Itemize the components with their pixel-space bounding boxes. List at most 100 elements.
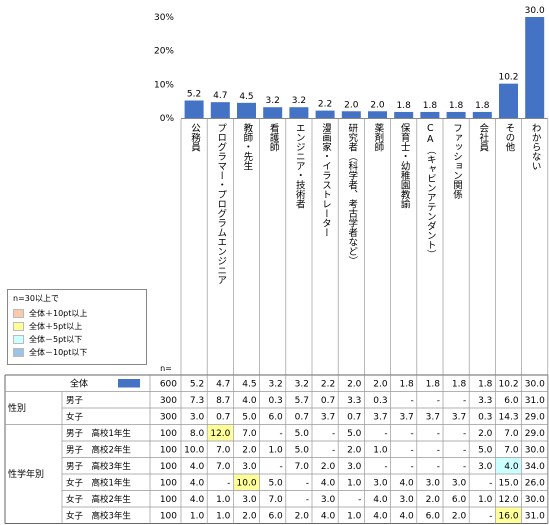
table-cell: 12.0 xyxy=(499,495,519,505)
group-label: 性学年別 xyxy=(8,468,44,480)
category-label: 漫画家・イラストレーター xyxy=(320,123,331,237)
table-cell: 1.0 xyxy=(373,446,388,456)
row-label: 女子 高校1年生 xyxy=(66,478,131,489)
table-cell: - xyxy=(384,462,387,472)
table-cell: 0.3 xyxy=(373,396,387,406)
table-cell: 3.7 xyxy=(373,413,387,423)
table-cell: 2.0 xyxy=(321,462,336,472)
table-cell: 3.7 xyxy=(321,413,335,423)
legend-title: n=30以上で xyxy=(13,294,59,303)
category-label: 研究者（科学者、考古学者など） xyxy=(346,123,358,266)
table-cell: 1.8 xyxy=(478,380,493,390)
legend-swatch xyxy=(13,335,24,344)
table-cell: 31.0 xyxy=(525,396,545,406)
bar xyxy=(341,111,361,118)
table-cell: 5.0 xyxy=(295,446,310,456)
table-cell: - xyxy=(489,512,492,522)
table-cell: 1.0 xyxy=(216,512,231,522)
bar xyxy=(525,17,545,118)
legend-item: 全体－5pt以下 xyxy=(13,333,141,346)
table-cell: 4.0 xyxy=(242,396,257,406)
table-cell: - xyxy=(384,429,387,439)
table-cell: - xyxy=(280,429,283,439)
table-cell: 4.0 xyxy=(190,495,205,505)
legend-item: 全体＋5pt以上 xyxy=(13,320,141,333)
bar xyxy=(499,83,518,118)
category-label: その他 xyxy=(503,123,515,152)
bar-value-label: 1.8 xyxy=(423,101,438,111)
table-cell: - xyxy=(280,462,283,472)
y-tick-label: 10% xyxy=(154,80,174,90)
table-cell: - xyxy=(306,495,309,505)
bar-value-label: 3.2 xyxy=(266,96,280,106)
row-label: 男子 高校1年生 xyxy=(66,428,131,439)
table-cell: 15.0 xyxy=(499,479,519,489)
legend-box: n=30以上で 全体＋10pt以上 全体＋5pt以上 全体－5pt以下 全体－1… xyxy=(7,289,147,365)
bar-value-label: 2.2 xyxy=(318,100,332,110)
bar-value-label: 4.7 xyxy=(213,91,227,101)
table-cell: 2.0 xyxy=(373,380,388,390)
legend-label: 全体－10pt以下 xyxy=(29,348,88,357)
bar xyxy=(420,111,440,118)
bar xyxy=(368,111,387,118)
table-cell: 2.0 xyxy=(242,512,257,522)
row-label: 男子 高校2年生 xyxy=(66,445,131,456)
table-cell: 1.8 xyxy=(399,380,414,390)
table-cell: 2.0 xyxy=(242,446,257,456)
category-label: 薬剤師 xyxy=(372,123,384,152)
category-label: 公務員 xyxy=(189,123,200,152)
highlight-cell xyxy=(495,458,522,474)
table-cell: 3.0 xyxy=(242,495,257,505)
category-label: 教師・先生 xyxy=(241,123,253,171)
table-cell: 7.0 xyxy=(216,446,231,456)
row-n: 100 xyxy=(160,512,177,522)
legend-swatch xyxy=(13,322,24,331)
table-cell: 1.8 xyxy=(426,380,441,390)
table-cell: 0.7 xyxy=(321,396,335,406)
table-cell: 30.0 xyxy=(525,380,545,390)
legend-item: 全体－10pt以下 xyxy=(13,346,141,359)
table-cell: 2.0 xyxy=(426,495,441,505)
row-n: 100 xyxy=(160,446,177,456)
table-cell: 34.0 xyxy=(525,462,545,472)
table-cell: 29.0 xyxy=(525,429,545,439)
table-cell: 10.0 xyxy=(237,479,257,489)
table-cell: - xyxy=(411,462,414,472)
table-cell: - xyxy=(411,446,414,456)
legend-label: 全体＋5pt以上 xyxy=(29,322,83,331)
table-cell: 3.0 xyxy=(321,495,336,505)
table-cell: - xyxy=(358,495,361,505)
category-label: 会社員 xyxy=(477,123,489,152)
table-cell: 4.0 xyxy=(321,512,336,522)
category-label: エンジニア・技術者 xyxy=(293,123,305,209)
table-cell: 10.0 xyxy=(184,446,204,456)
table-cell: 1.0 xyxy=(268,446,283,456)
table-cell: 4.0 xyxy=(399,512,414,522)
table-cell: 2.0 xyxy=(347,380,362,390)
table-cell: 0.7 xyxy=(347,413,361,423)
table-cell: 4.0 xyxy=(373,495,388,505)
table-cell: - xyxy=(227,479,230,489)
table-cell: 4.0 xyxy=(321,479,336,489)
bar xyxy=(446,111,466,118)
table-cell: 7.0 xyxy=(295,462,310,472)
highlight-cell xyxy=(233,474,260,490)
table-cell: 3.7 xyxy=(399,413,413,423)
table-cell: 7.0 xyxy=(504,446,519,456)
n-header-label: n= xyxy=(160,364,172,373)
bar xyxy=(315,110,335,118)
row-n: 100 xyxy=(160,462,177,472)
table-cell: 3.3 xyxy=(478,396,492,406)
table-cell: 4.0 xyxy=(190,479,205,489)
table-cell: 3.0 xyxy=(452,479,467,489)
table-cell: 4.0 xyxy=(399,479,414,489)
table-cell: 0.3 xyxy=(268,396,282,406)
table-cell: - xyxy=(437,429,440,439)
category-label: 保育士・幼稚園教諭 xyxy=(398,123,410,209)
table-cell: 3.0 xyxy=(478,462,493,472)
legend-swatch xyxy=(13,348,24,357)
category-label: 看護師 xyxy=(267,123,279,152)
y-tick-label: 30% xyxy=(154,13,174,23)
bar-value-label: 3.2 xyxy=(292,96,306,106)
